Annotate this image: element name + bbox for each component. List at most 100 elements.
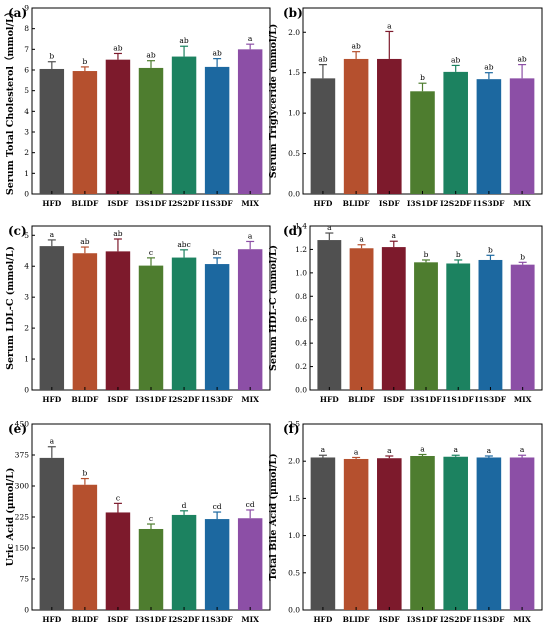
y-tick-label: 300 [15, 482, 30, 491]
category-label: HFD [42, 615, 61, 624]
bar [204, 264, 230, 390]
bar [39, 68, 65, 194]
significance-label: ab [146, 51, 155, 60]
significance-label: ab [484, 63, 493, 72]
y-tick-label: 9 [24, 4, 29, 13]
category-label: I1S3DF [473, 615, 505, 624]
significance-label: ab [318, 55, 327, 64]
bar [317, 240, 342, 390]
bar [105, 251, 131, 390]
bar [171, 514, 197, 610]
category-label: HFD [42, 395, 61, 404]
significance-label: b [488, 245, 493, 254]
category-label: HFD [313, 615, 332, 624]
category-label: I2S2DF [440, 615, 472, 624]
y-tick-label: 3 [24, 128, 29, 137]
significance-label: bc [213, 248, 222, 257]
chart-panel-4: (d) 0.0 0.2 0.4 0.6 0.8 1.0 1.2 1.4 Serum HDL-C (… [268, 222, 543, 404]
category-label: MIX [241, 615, 259, 624]
significance-label: a [327, 223, 332, 232]
bar [510, 264, 535, 390]
y-tick-label: 4 [24, 107, 29, 116]
y-tick-label: 225 [15, 513, 30, 522]
significance-label: a [354, 447, 359, 456]
category-label: I2S2DF [440, 199, 472, 208]
y-tick-label: 0.0 [295, 386, 307, 395]
category-label: ISDF [108, 615, 129, 624]
y-tick-label: 1.0 [288, 531, 300, 540]
significance-label: a [420, 445, 425, 454]
bar [138, 67, 164, 194]
significance-label: b [82, 469, 87, 478]
y-tick-label: 450 [15, 420, 30, 429]
panel-label: (b) [283, 6, 303, 20]
y-tick-label: 1.5 [288, 68, 300, 77]
significance-label: a [248, 34, 253, 43]
y-tick-label: 1 [24, 355, 29, 364]
category-label: I1S3DF [202, 395, 234, 404]
chart-panel-6: (f) 0.0 0.5 1.0 1.5 2.0 2.5 Total Bile Acid (μm… [268, 420, 543, 624]
y-tick-label: 0.4 [295, 339, 307, 348]
bar [509, 78, 535, 194]
bar [443, 71, 468, 194]
bar [105, 512, 131, 610]
bar [72, 484, 98, 610]
significance-label: b [520, 252, 525, 261]
significance-label: cd [246, 500, 255, 509]
bar [39, 246, 65, 390]
category-label: I1S3DF [202, 615, 234, 624]
bar [39, 457, 65, 610]
chart-panel-3: (c) 0 1 2 3 4 5 Serum LDL-C (mmol/L) a HFD ab BLIDF… [5, 224, 271, 404]
bar [204, 519, 230, 610]
bar [171, 257, 197, 390]
bar [509, 457, 535, 610]
category-label: I1S3DF [475, 395, 507, 404]
y-tick-label: 0 [24, 606, 29, 615]
category-label: I3S1DF [407, 615, 439, 624]
y-tick-label: 6 [24, 66, 29, 75]
significance-label: c [149, 248, 153, 257]
bar [237, 249, 263, 390]
category-label: I1S3DF [202, 199, 234, 208]
category-label: I3S1DF [135, 395, 167, 404]
chart-panel-2: (b) 0.0 0.5 1.0 1.5 2.0 Serum Triglyceride (mm… [268, 6, 543, 208]
panel-label: (c) [8, 224, 27, 238]
category-label: I2S2DF [168, 395, 200, 404]
y-axis-title: Uric Acid (μmol/L) [5, 468, 16, 567]
y-tick-label: 0.0 [288, 606, 300, 615]
category-label: MIX [513, 199, 531, 208]
bar [72, 253, 98, 390]
y-tick-label: 1.0 [295, 268, 307, 277]
significance-label: a [50, 437, 55, 446]
y-tick-label: 5 [24, 231, 29, 240]
category-label: BLIDF [71, 199, 99, 208]
y-tick-label: 0.5 [288, 568, 300, 577]
bar [105, 59, 131, 194]
category-label: I3S1DF [135, 615, 167, 624]
significance-label: a [487, 446, 492, 455]
significance-label: ab [517, 55, 526, 64]
bar [377, 58, 402, 194]
significance-label: a [248, 231, 253, 240]
y-tick-label: 1.5 [288, 494, 300, 503]
y-axis-title: Serum Total Cholesterol（mmol/L） [4, 7, 16, 195]
significance-label: ab [113, 43, 122, 52]
significance-label: a [321, 445, 326, 454]
y-tick-label: 0.8 [295, 292, 307, 301]
y-tick-label: 1 [24, 169, 29, 178]
y-tick-label: 1.2 [295, 245, 307, 254]
bar [476, 79, 502, 194]
y-tick-label: 2.0 [288, 28, 300, 37]
y-tick-label: 375 [15, 451, 30, 460]
bar [237, 518, 263, 610]
category-label: ISDF [379, 199, 400, 208]
category-label: BLIDF [71, 395, 99, 404]
category-label: I3S1DF [410, 395, 442, 404]
y-tick-label: 2 [24, 148, 29, 157]
category-label: BLIDF [71, 615, 99, 624]
bar [310, 457, 336, 610]
category-label: I1S3DF [473, 199, 505, 208]
category-label: BLIDF [343, 199, 371, 208]
bar [410, 455, 435, 610]
